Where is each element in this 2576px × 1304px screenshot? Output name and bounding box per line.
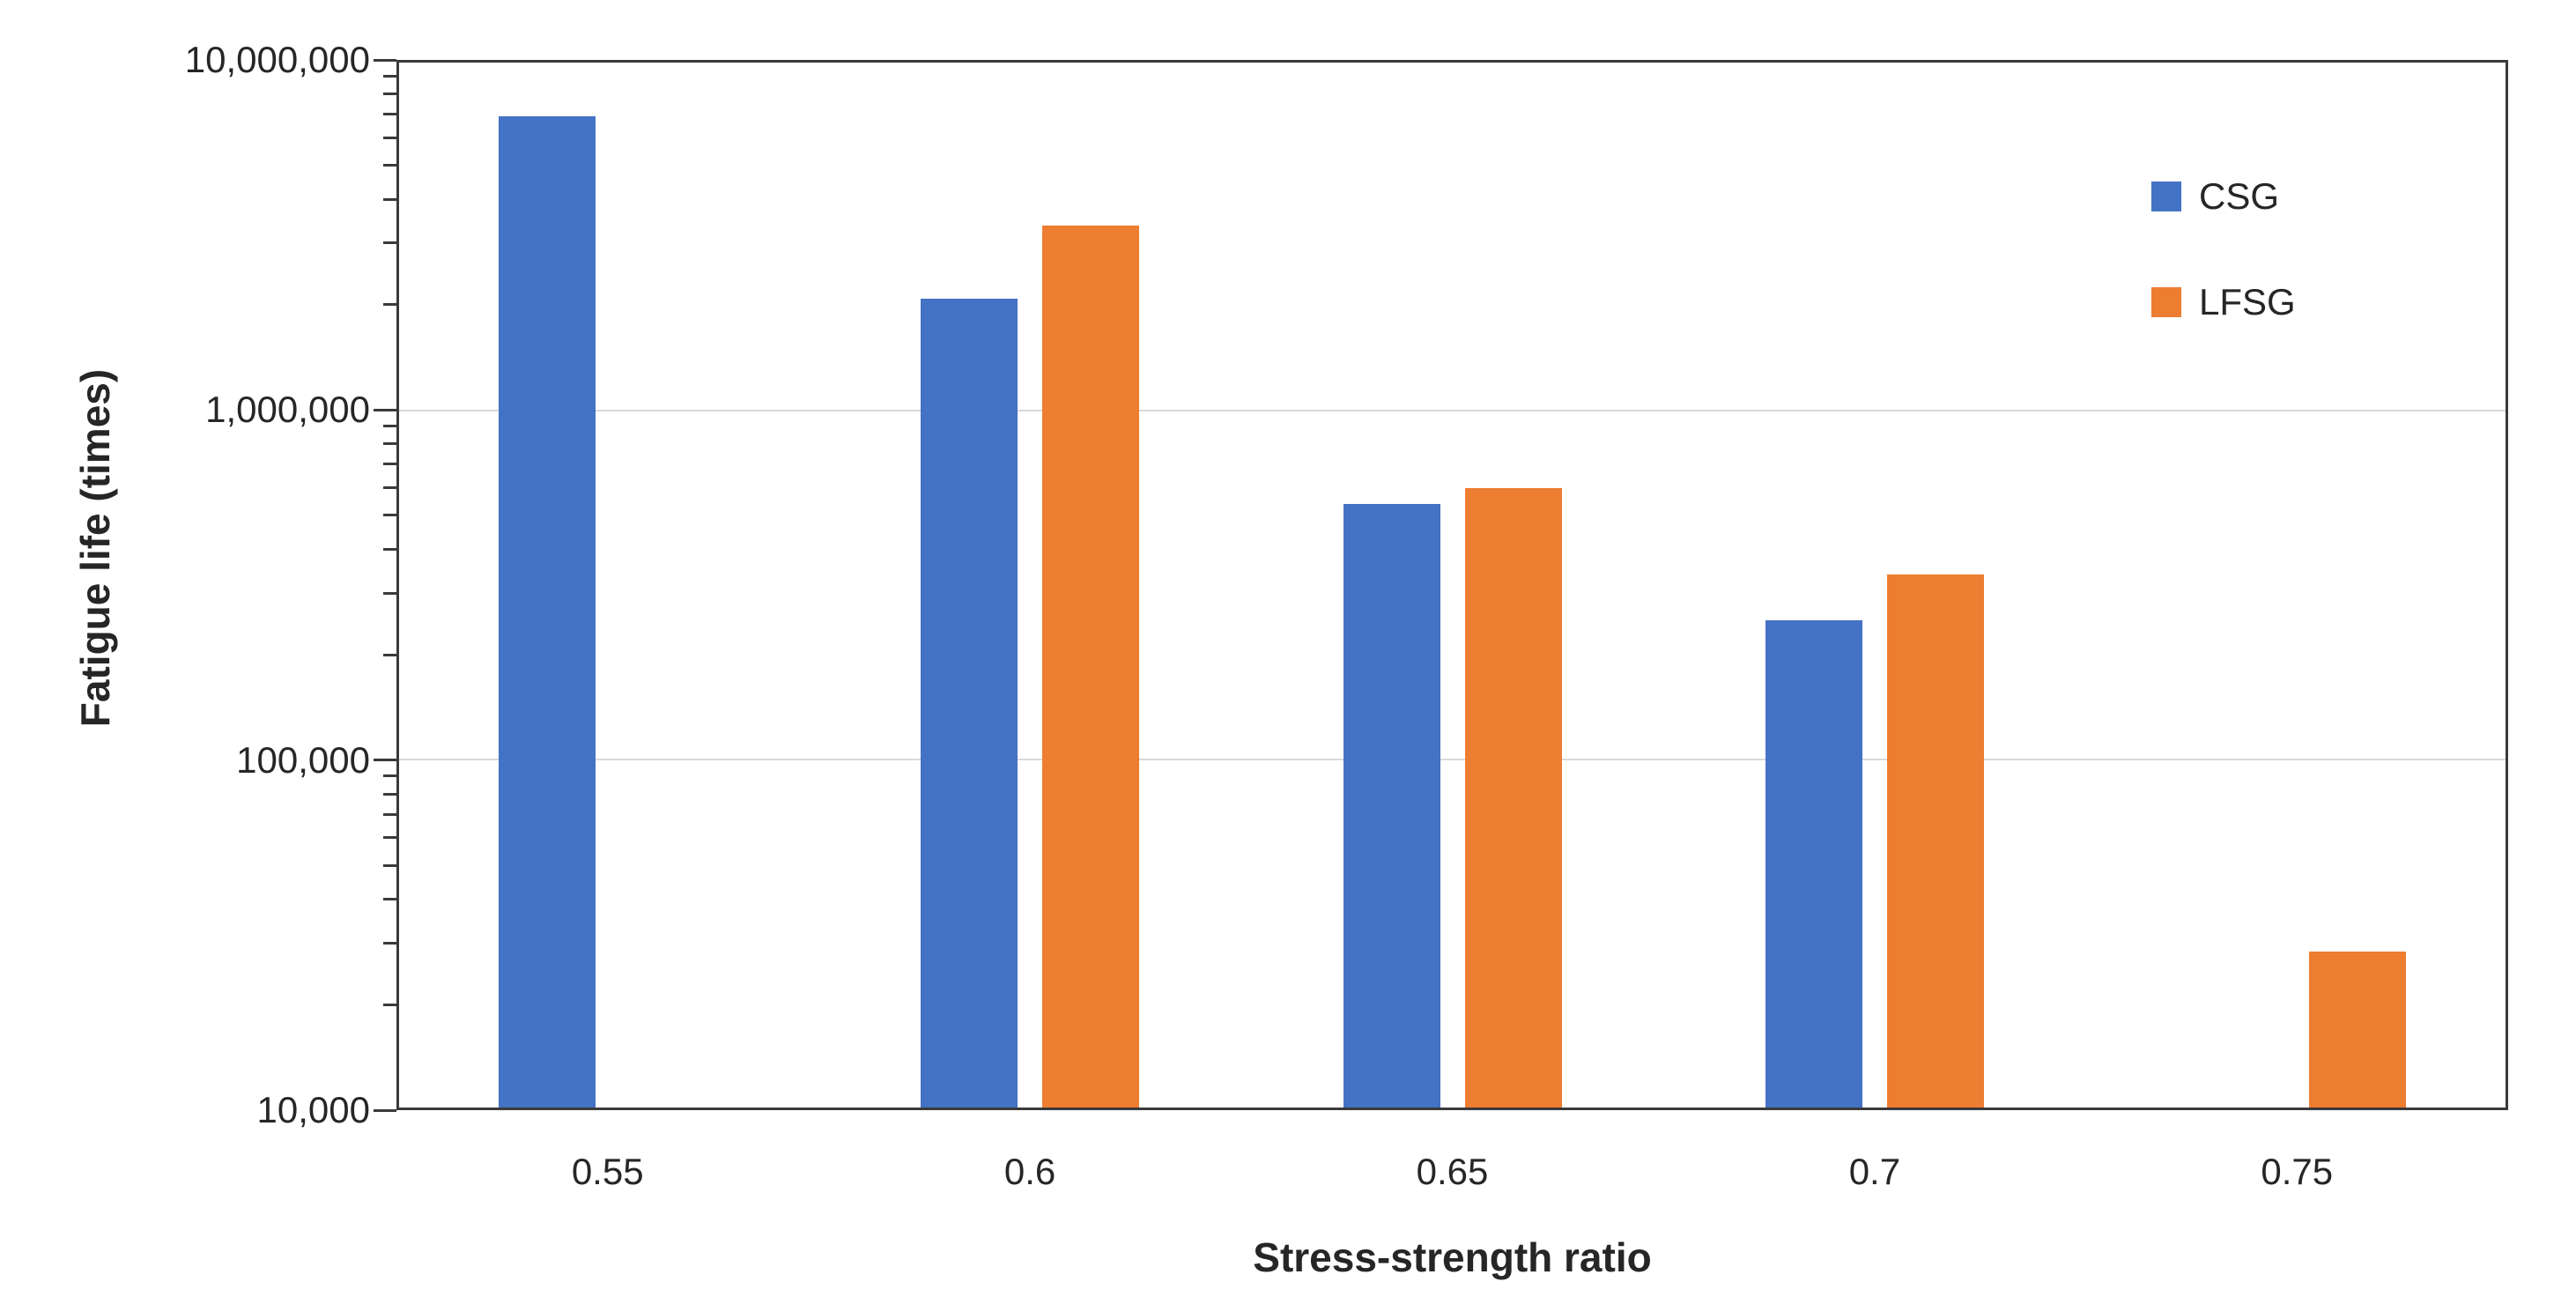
x-tick-label-0.55: 0.55 [571, 1151, 644, 1192]
y-minor-tick [383, 113, 396, 116]
x-tick-label-0.7: 0.7 [1848, 1151, 1901, 1192]
bar-csg-0.7 [1765, 620, 1862, 1108]
legend-item-csg: CSG [2151, 178, 2296, 215]
y-minor-tick [383, 653, 396, 656]
lfsg-legend-label: LFSG [2199, 281, 2296, 322]
y-minor-tick [383, 898, 396, 901]
y-tick-label-10000000: 10,000,000 [184, 39, 370, 80]
bar-lfsg-0.75 [2309, 952, 2407, 1108]
y-minor-tick [383, 941, 396, 945]
y-minor-tick [383, 303, 396, 307]
y-minor-tick [383, 836, 396, 840]
lfsg-legend-swatch-icon [2151, 287, 2181, 317]
x-tick-label-0.6: 0.6 [1003, 1151, 1056, 1192]
x-tick-label-0.65: 0.65 [1416, 1151, 1489, 1192]
csg-legend-swatch-icon [2151, 182, 2181, 211]
legend-item-lfsg: LFSG [2151, 284, 2296, 321]
y-minor-tick [383, 425, 396, 427]
y-minor-tick [383, 863, 396, 867]
bar-lfsg-0.7 [1886, 574, 1984, 1108]
y-minor-tick [383, 812, 396, 816]
bar-csg-0.65 [1343, 504, 1440, 1108]
y-minor-tick [383, 485, 396, 489]
y-tick-label-10000: 10,000 [256, 1089, 370, 1130]
y-major-tick [374, 1108, 396, 1112]
gridline-1000000 [399, 410, 2506, 412]
y-minor-tick [383, 164, 396, 167]
y-minor-tick [383, 197, 396, 201]
plot-area: CSG LFSG [396, 60, 2508, 1110]
bar-lfsg-0.65 [1464, 488, 1562, 1108]
y-minor-tick [383, 792, 396, 796]
csg-legend-label: CSG [2199, 175, 2280, 217]
gridline-100000 [399, 758, 2506, 760]
y-minor-tick [383, 1003, 396, 1006]
y-minor-tick [383, 442, 396, 446]
y-major-tick [374, 759, 396, 762]
y-minor-tick [383, 74, 396, 78]
y-minor-tick [383, 774, 396, 778]
y-major-tick [374, 58, 396, 62]
y-minor-tick [383, 547, 396, 551]
y-minor-tick [383, 591, 396, 595]
bar-csg-0.6 [921, 298, 1018, 1108]
bar-csg-0.55 [498, 116, 596, 1108]
y-minor-tick [383, 463, 396, 466]
bar-lfsg-0.6 [1042, 226, 1140, 1108]
legend: CSG LFSG [2151, 178, 2296, 321]
y-tick-label-100000: 100,000 [236, 738, 370, 781]
y-minor-tick [383, 136, 396, 139]
y-minor-tick [383, 514, 396, 517]
x-axis-title: Stress-strength ratio [1253, 1234, 1652, 1280]
y-tick-label-1000000: 1,000,000 [205, 389, 370, 431]
y-minor-tick [383, 93, 396, 95]
x-tick-label-0.75: 0.75 [2261, 1151, 2334, 1192]
y-major-tick [374, 408, 396, 411]
y-minor-tick [383, 241, 396, 245]
